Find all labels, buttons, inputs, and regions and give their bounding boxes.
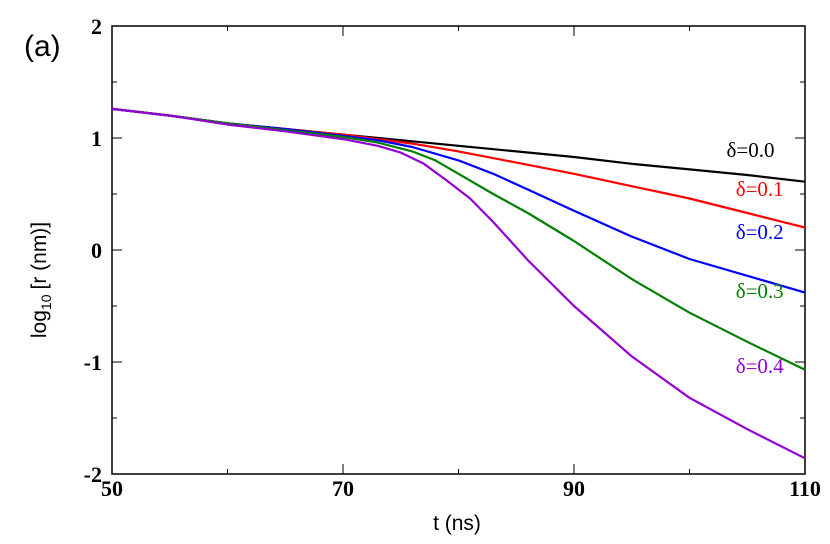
series-labels: δ=0.0 δ=0.1 δ=0.2 δ=0.3 δ=0.4: [726, 138, 784, 378]
x-axis-label: t (ns): [433, 512, 481, 535]
x-tick-label: 90: [563, 476, 585, 501]
y-axis-label: log10 [r (nm)]: [28, 222, 54, 338]
x-tick-label: 50: [101, 476, 123, 501]
plot-frame: [111, 25, 806, 475]
y-axis-label-sub: 10: [38, 294, 54, 310]
series-label-4: δ=0.4: [736, 354, 784, 378]
y-tick-label: 0: [91, 238, 102, 263]
panel-label: (a): [24, 30, 61, 63]
x-tick-label: 70: [332, 476, 354, 501]
y-axis-label-rest: [r (nm)]: [28, 222, 51, 290]
series-label-0: δ=0.0: [726, 138, 774, 162]
plot-frame-rect: [111, 25, 806, 475]
series-line-3: [111, 107, 806, 371]
series-line-0: [111, 107, 806, 183]
series-line-1: [111, 107, 806, 229]
series-label-1: δ=0.1: [736, 177, 784, 201]
tick-labels: 50 70 90 110 -2 -1 0 1 2: [84, 14, 821, 501]
y-tick-label: 1: [91, 126, 102, 151]
x-tick-label: 110: [789, 476, 821, 501]
series-label-2: δ=0.2: [736, 220, 784, 244]
y-tick-label: 2: [91, 14, 102, 39]
series-line-4: [111, 107, 806, 460]
y-axis-label-main: log: [28, 310, 51, 338]
series-lines: [111, 107, 806, 460]
y-tick-label: -1: [84, 350, 102, 375]
series-label-3: δ=0.3: [736, 279, 784, 303]
y-tick-label: -2: [84, 462, 102, 487]
axis-ticks: [111, 25, 806, 475]
